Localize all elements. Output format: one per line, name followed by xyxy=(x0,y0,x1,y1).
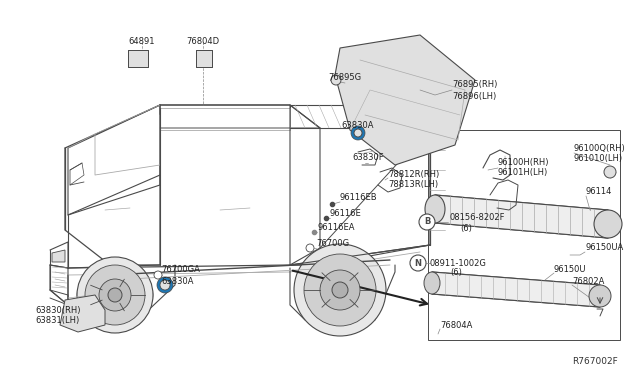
Text: (6): (6) xyxy=(450,269,462,278)
Circle shape xyxy=(154,271,162,279)
Text: 08156-8202F: 08156-8202F xyxy=(450,214,506,222)
Polygon shape xyxy=(60,295,105,332)
Circle shape xyxy=(85,265,145,325)
Polygon shape xyxy=(128,50,148,67)
Text: 63830(RH): 63830(RH) xyxy=(35,307,81,315)
Ellipse shape xyxy=(424,272,440,294)
Text: 08911-1002G: 08911-1002G xyxy=(430,259,487,267)
Polygon shape xyxy=(435,195,608,238)
Circle shape xyxy=(157,277,173,293)
Text: 76700GA: 76700GA xyxy=(161,266,200,275)
Circle shape xyxy=(594,210,622,238)
Text: B: B xyxy=(424,218,430,227)
Text: 76804A: 76804A xyxy=(440,321,472,330)
Polygon shape xyxy=(196,50,212,67)
Circle shape xyxy=(410,255,426,271)
Circle shape xyxy=(354,129,362,137)
Circle shape xyxy=(589,285,611,307)
Circle shape xyxy=(294,244,386,336)
Text: 96116EB: 96116EB xyxy=(340,193,378,202)
Text: N: N xyxy=(415,259,422,267)
Text: 96114: 96114 xyxy=(586,187,612,196)
Circle shape xyxy=(304,254,376,326)
Text: 96116E: 96116E xyxy=(330,209,362,218)
Text: 78813R(LH): 78813R(LH) xyxy=(388,180,438,189)
Text: 96116EA: 96116EA xyxy=(317,224,355,232)
Circle shape xyxy=(108,288,122,302)
Ellipse shape xyxy=(425,195,445,223)
Text: R767002F: R767002F xyxy=(572,357,618,366)
Text: 76895G: 76895G xyxy=(328,74,362,83)
Text: 961010(LH): 961010(LH) xyxy=(574,154,623,163)
Text: 78812R(RH): 78812R(RH) xyxy=(388,170,439,179)
Text: 63831(LH): 63831(LH) xyxy=(36,317,80,326)
Text: 96101H(LH): 96101H(LH) xyxy=(498,167,548,176)
Text: (6): (6) xyxy=(460,224,472,232)
Text: 63830A: 63830A xyxy=(342,122,374,131)
Text: 63830A: 63830A xyxy=(161,276,193,285)
Text: 63830F: 63830F xyxy=(352,154,384,163)
Circle shape xyxy=(99,279,131,311)
Polygon shape xyxy=(428,130,620,340)
Circle shape xyxy=(351,126,365,140)
Circle shape xyxy=(77,257,153,333)
Polygon shape xyxy=(52,250,65,262)
Polygon shape xyxy=(432,272,600,307)
Text: 96150UA: 96150UA xyxy=(585,244,623,253)
Text: 64891: 64891 xyxy=(129,38,156,46)
Text: 96100H(RH): 96100H(RH) xyxy=(498,157,550,167)
Circle shape xyxy=(160,280,170,290)
Circle shape xyxy=(306,244,314,252)
Circle shape xyxy=(604,166,616,178)
Text: 76895(RH): 76895(RH) xyxy=(452,80,497,90)
Text: 76804D: 76804D xyxy=(186,38,220,46)
Circle shape xyxy=(320,270,360,310)
Circle shape xyxy=(331,75,341,85)
Text: 96150U: 96150U xyxy=(554,264,586,273)
Circle shape xyxy=(332,282,348,298)
Text: 76700G: 76700G xyxy=(316,238,349,247)
Text: 96100Q(RH): 96100Q(RH) xyxy=(574,144,626,153)
Text: 76802A: 76802A xyxy=(572,276,604,285)
Circle shape xyxy=(419,214,435,230)
Polygon shape xyxy=(335,35,475,165)
Text: 76896(LH): 76896(LH) xyxy=(452,92,496,100)
